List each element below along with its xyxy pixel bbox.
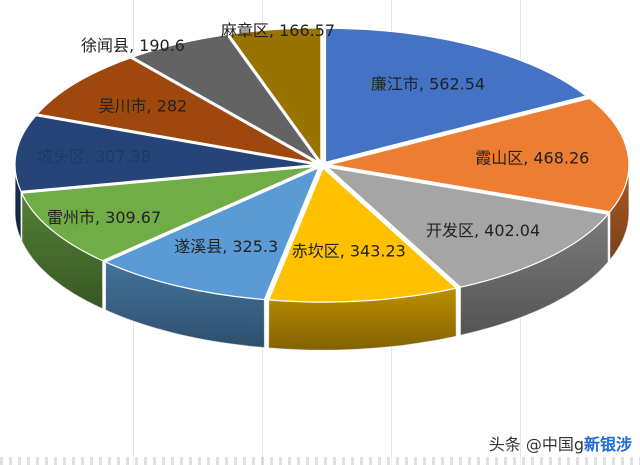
slice-side-shade: [609, 164, 629, 260]
slice-top[interactable]: [104, 166, 320, 301]
slice-label: 麻章区, 166.57: [221, 21, 335, 40]
slice-side-shade: [460, 214, 609, 336]
slice-side-shade: [15, 164, 21, 240]
slice-top[interactable]: [20, 165, 317, 262]
slice-label: 廉江市, 562.54: [371, 75, 485, 94]
slice-label: 赤坎区, 343.23: [292, 241, 406, 260]
watermark-prefix: 头条 @中国g: [488, 435, 584, 454]
watermark-brand: 新银涉: [583, 435, 632, 454]
watermark: 头条 @中国g新银涉: [489, 431, 632, 455]
slice-side-shade: [105, 262, 265, 348]
slice-top[interactable]: [227, 27, 322, 164]
slice-top[interactable]: [267, 167, 458, 303]
slice-top[interactable]: [324, 27, 588, 164]
slice-label: 霞山区, 468.26: [475, 149, 589, 168]
slice-labels: 廉江市, 562.54 霞山区, 468.26 开发区, 402.04 赤坎区, 34…: [37, 21, 590, 260]
slice-top[interactable]: [328, 97, 630, 213]
slice-top[interactable]: [131, 34, 320, 163]
sheet-edge-strip: [0, 457, 640, 465]
slice-label: 开发区, 402.04: [426, 221, 540, 240]
slice-label: 遂溪县, 325.3: [174, 237, 278, 256]
slice-side-shade: [268, 288, 457, 351]
slice-tops: [14, 27, 630, 303]
slice-top[interactable]: [325, 166, 610, 288]
slice-top[interactable]: [36, 57, 317, 164]
slice-top[interactable]: [14, 115, 316, 193]
slice-label: 雷州市, 309.67: [47, 208, 161, 227]
slice-label: 吴川市, 282: [99, 97, 188, 116]
slice-label: 坡头区, 307.38: [37, 147, 151, 166]
slice-label: 徐闻县, 190.6: [81, 36, 185, 55]
